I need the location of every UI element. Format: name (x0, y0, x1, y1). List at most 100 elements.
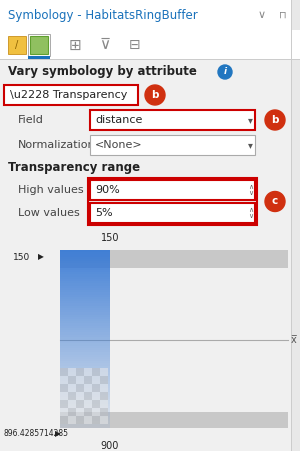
Bar (60, 299, 110, 301)
Bar (100, 384, 108, 392)
Bar (92, 400, 100, 408)
Bar (60, 359, 110, 361)
Bar (60, 392, 68, 400)
Bar (60, 337, 110, 339)
Bar (60, 414, 110, 417)
Bar (60, 295, 110, 297)
Bar (0, 30, 300, 60)
Bar (76, 368, 84, 376)
Bar (60, 417, 110, 419)
Text: Field: Field (18, 115, 44, 125)
Text: ∨: ∨ (248, 190, 253, 196)
Bar (60, 395, 110, 397)
Text: b: b (151, 90, 159, 100)
Bar (60, 332, 110, 335)
Circle shape (265, 110, 285, 130)
Text: c: c (272, 197, 278, 207)
Bar (60, 317, 110, 319)
Bar (0, 0, 300, 30)
Bar (60, 268, 110, 270)
Text: Normalization: Normalization (18, 140, 96, 150)
Bar (60, 292, 110, 295)
Bar (60, 312, 110, 314)
Bar (28, 34, 50, 56)
Bar (60, 386, 110, 388)
Bar (60, 421, 110, 423)
Text: ▶: ▶ (38, 253, 44, 262)
Bar (90, 180, 255, 200)
Text: distance: distance (95, 115, 142, 125)
Text: Low values: Low values (18, 208, 80, 218)
Bar (60, 397, 110, 399)
Bar (60, 285, 110, 288)
Text: ⊽: ⊽ (99, 37, 111, 52)
Bar (84, 368, 92, 376)
Bar (84, 400, 92, 408)
Bar (60, 263, 110, 266)
Bar (60, 326, 110, 328)
Bar (60, 297, 110, 299)
Bar (60, 335, 110, 337)
Bar (68, 392, 76, 400)
Bar (30, 36, 48, 54)
Bar (90, 135, 255, 155)
Bar (92, 376, 100, 384)
Bar (60, 348, 110, 350)
Bar (292, 0, 300, 451)
Bar (60, 381, 110, 383)
Bar (90, 110, 255, 130)
Bar (60, 323, 110, 326)
Text: /: / (15, 40, 19, 50)
Bar (60, 423, 110, 426)
Text: <None>: <None> (95, 140, 142, 150)
Bar (60, 383, 110, 386)
Bar (60, 412, 288, 428)
Bar (60, 410, 110, 412)
Bar (292, 0, 300, 30)
Bar (60, 277, 110, 279)
Bar (92, 416, 100, 424)
Bar (60, 361, 110, 364)
Bar (60, 350, 110, 352)
Bar (60, 279, 110, 281)
Bar (68, 400, 76, 408)
Bar (60, 345, 110, 348)
Text: High values: High values (18, 185, 84, 195)
Bar (4, 85, 138, 105)
Bar (76, 408, 84, 416)
Text: 896.4285714285: 896.4285714285 (4, 429, 69, 438)
Bar (100, 400, 108, 408)
Bar (60, 270, 110, 272)
Text: \u2228 Transparency: \u2228 Transparency (10, 90, 128, 100)
Bar (76, 384, 84, 392)
Bar (60, 408, 68, 416)
Bar (0, 59, 300, 60)
Bar (60, 250, 288, 268)
Bar (84, 384, 92, 392)
Bar (60, 250, 110, 252)
Bar (60, 377, 110, 379)
Bar (60, 364, 110, 366)
Bar (60, 259, 110, 261)
Bar (60, 310, 110, 312)
Bar (60, 261, 110, 263)
Bar (84, 392, 92, 400)
Bar (60, 301, 110, 304)
Text: ∧: ∧ (248, 207, 253, 213)
Text: b: b (271, 115, 279, 125)
Bar (60, 376, 68, 384)
Bar (84, 376, 92, 384)
Bar (60, 366, 110, 368)
Bar (60, 416, 68, 424)
Bar (76, 392, 84, 400)
Bar (60, 321, 110, 323)
Bar (68, 376, 76, 384)
Bar (60, 419, 110, 421)
Bar (92, 384, 100, 392)
Bar (60, 288, 110, 290)
Text: ⊞: ⊞ (69, 37, 81, 52)
Text: x̅: x̅ (291, 335, 297, 345)
Text: ▶: ▶ (55, 429, 61, 438)
Bar (60, 304, 110, 306)
Text: ▾: ▾ (248, 140, 253, 150)
